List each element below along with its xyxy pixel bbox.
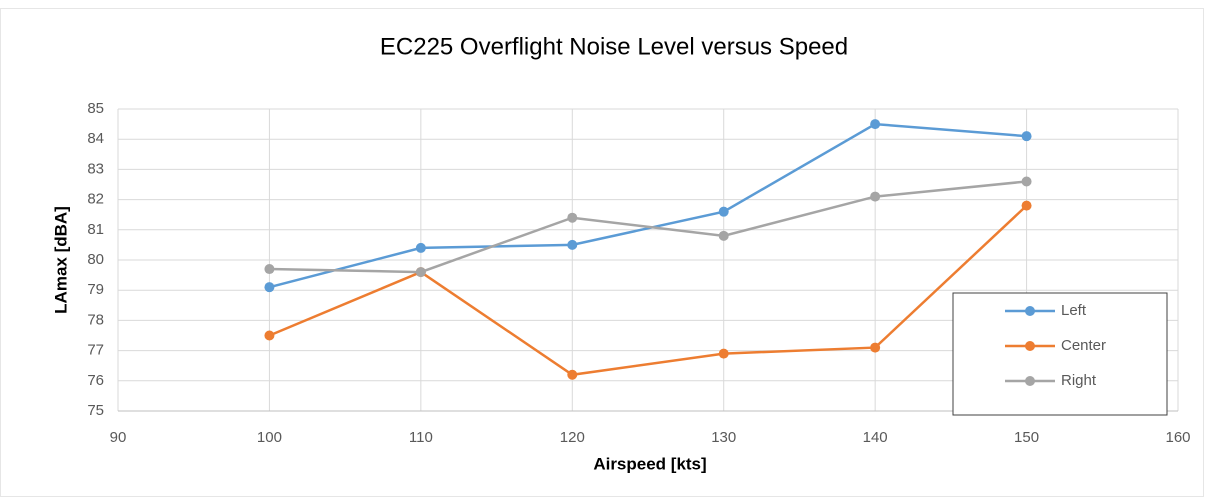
data-point (1021, 200, 1032, 211)
x-tick-label: 150 (1014, 429, 1039, 446)
data-point (870, 191, 881, 202)
data-point (264, 282, 275, 293)
y-tick-label: 80 (87, 251, 104, 268)
y-tick-label: 77 (87, 342, 104, 359)
y-tick-label: 75 (87, 402, 104, 419)
y-tick-label: 82 (87, 191, 104, 208)
x-tick-label: 90 (110, 429, 127, 446)
legend-marker (1025, 306, 1035, 316)
data-point (1021, 176, 1032, 187)
x-tick-label: 110 (409, 429, 433, 446)
data-point (1021, 131, 1032, 142)
data-point (415, 242, 426, 253)
y-tick-label: 76 (87, 372, 104, 389)
data-point (264, 264, 275, 275)
chart-border (0, 8, 1204, 497)
data-point (718, 348, 729, 359)
data-point (264, 330, 275, 341)
series-line (268, 204, 1028, 377)
series-line (269, 122, 1027, 289)
legend-marker (1025, 341, 1035, 351)
y-axis-title: LAmax [dBA] (51, 206, 70, 314)
x-tick-label: 140 (863, 429, 888, 446)
y-tick-label: 78 (87, 311, 104, 328)
data-point (567, 239, 578, 250)
legend-marker (1025, 376, 1035, 386)
data-point (718, 206, 729, 217)
legend-label: Left (1061, 302, 1087, 319)
y-tick-label: 79 (87, 281, 104, 298)
legend-label: Center (1061, 337, 1106, 354)
x-axis-title: Airspeed [kts] (593, 454, 706, 473)
y-tick-label: 81 (87, 221, 104, 238)
y-tick-label: 85 (87, 100, 104, 117)
chart-title: EC225 Overflight Noise Level versus Spee… (380, 33, 848, 60)
y-tick-label: 84 (87, 130, 104, 147)
x-tick-label: 100 (257, 429, 282, 446)
series-line (269, 180, 1027, 274)
data-point (415, 267, 426, 278)
x-tick-label: 160 (1165, 429, 1190, 446)
data-point (567, 369, 578, 380)
data-point (718, 230, 729, 241)
x-tick-label: 130 (711, 429, 736, 446)
data-point (567, 212, 578, 223)
y-tick-label: 83 (87, 160, 104, 177)
x-tick-label: 120 (560, 429, 585, 446)
data-point (870, 342, 881, 353)
legend-label: Right (1061, 372, 1097, 389)
data-point (870, 119, 881, 130)
legend-box (952, 292, 1168, 416)
